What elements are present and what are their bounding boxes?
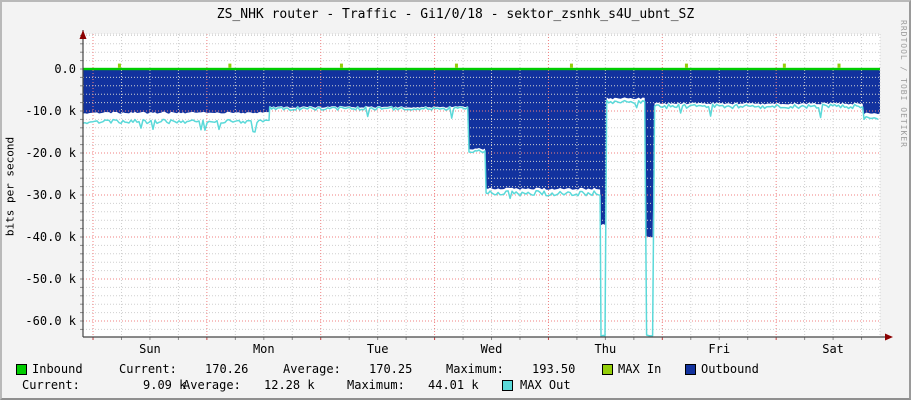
y-tick: -10.0 k [25, 104, 76, 118]
inbound-average-label: Average: [283, 362, 341, 376]
outbound-label: Outbound [701, 362, 759, 376]
x-tick: Sun [139, 342, 161, 356]
inbound-maximum-value: 193.50 [532, 362, 576, 376]
outbound-maximum-value: 44.01 k [428, 378, 479, 392]
inbound-swatch [16, 364, 27, 375]
max-out-label: MAX Out [520, 378, 571, 392]
inbound-current-value: 170.26 [205, 362, 249, 376]
y-tick: -40.0 k [25, 230, 76, 244]
y-tick: -50.0 k [25, 272, 76, 286]
x-tick: Mon [252, 342, 275, 356]
outbound-current-value: 9.09 k [143, 378, 187, 392]
y-tick: 0.0 [54, 62, 76, 76]
outbound-average-label: Average: [183, 378, 241, 392]
inbound-average-value: 170.25 [369, 362, 413, 376]
x-tick: Fri [708, 342, 731, 356]
x-tick: Tue [366, 342, 389, 356]
max-out-swatch [502, 380, 513, 391]
x-tick: Sat [822, 342, 844, 356]
y-tick: -20.0 k [25, 146, 76, 160]
x-tick: Thu [594, 342, 617, 356]
rrdtool-watermark: RRDTOOL / TOBI OETIKER [899, 20, 908, 148]
inbound-label: Inbound [32, 362, 83, 376]
y-tick: -30.0 k [25, 188, 76, 202]
graph-title: ZS_NHK router - Traffic - Gi1/0/18 - sek… [216, 7, 695, 22]
max-in-swatch [602, 364, 613, 375]
inbound-current-label: Current: [119, 362, 177, 376]
outbound-current-label: Current: [22, 378, 80, 392]
outbound-average-value: 12.28 k [264, 378, 315, 392]
outbound-maximum-label: Maximum: [347, 378, 405, 392]
max-in-label: MAX In [618, 362, 662, 376]
outbound-swatch [685, 364, 696, 375]
inbound-maximum-label: Maximum: [446, 362, 504, 376]
y-tick: -60.0 k [25, 314, 76, 328]
x-tick: Wed [480, 342, 503, 356]
